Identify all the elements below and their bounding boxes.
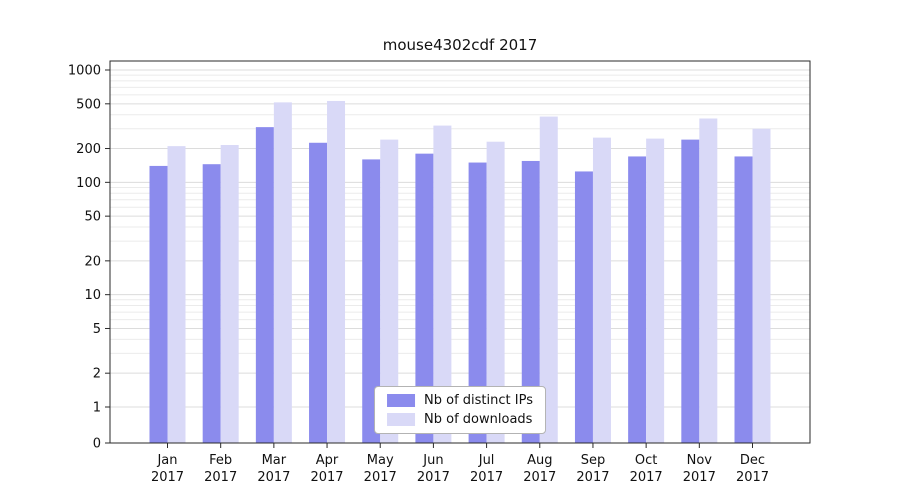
bar-distinct-ips-mar xyxy=(255,127,274,444)
x-tick-label-month: Apr xyxy=(316,453,339,468)
bar-distinct-ips-jul xyxy=(468,162,487,443)
y-tick-label: 20 xyxy=(84,254,101,269)
x-tick-label-year: 2017 xyxy=(151,470,184,485)
x-tick-label-year: 2017 xyxy=(204,470,237,485)
y-tick-label: 5 xyxy=(93,322,101,337)
chart-title: mouse4302cdf 2017 xyxy=(382,36,538,54)
bar-downloads-sep xyxy=(592,137,611,443)
x-tick-label-month: Jun xyxy=(422,453,443,468)
x-tick-label-month: Oct xyxy=(635,453,657,468)
y-tick-label: 100 xyxy=(76,176,101,191)
x-tick-label-month: Dec xyxy=(740,453,765,468)
bar-distinct-ips-oct xyxy=(628,156,647,444)
bar-downloads-may xyxy=(380,139,399,444)
x-tick-label-year: 2017 xyxy=(470,470,503,485)
bar-distinct-ips-dec xyxy=(734,156,753,444)
bar-downloads-mar xyxy=(273,102,292,443)
x-tick-label-month: Aug xyxy=(527,453,552,468)
bar-downloads-nov xyxy=(699,118,718,443)
x-tick-label-month: Mar xyxy=(262,453,287,468)
x-tick-label-year: 2017 xyxy=(257,470,290,485)
x-tick-label-year: 2017 xyxy=(417,470,450,485)
legend-item-downloads: Nb of downloads xyxy=(387,413,533,426)
bar-distinct-ips-apr xyxy=(309,142,328,444)
legend-swatch-distinct-ips xyxy=(387,394,416,407)
bar-downloads-jan xyxy=(167,146,186,443)
x-tick-label-year: 2017 xyxy=(576,470,609,485)
bar-downloads-aug xyxy=(539,116,558,443)
y-tick-label: 500 xyxy=(76,97,101,112)
legend-label-downloads: Nb of downloads xyxy=(424,412,533,427)
x-tick-label-month: May xyxy=(367,453,394,468)
x-tick-label-year: 2017 xyxy=(310,470,343,485)
bar-downloads-jun xyxy=(433,125,452,444)
bar-downloads-dec xyxy=(752,128,771,444)
bar-distinct-ips-jun xyxy=(415,153,434,443)
x-tick-label-year: 2017 xyxy=(683,470,716,485)
x-tick-label-month: Jul xyxy=(478,453,495,468)
y-tick-label: 1 xyxy=(93,401,101,416)
bar-distinct-ips-feb xyxy=(202,164,221,443)
bar-distinct-ips-jan xyxy=(149,165,168,444)
x-tick-label-year: 2017 xyxy=(523,470,556,485)
y-tick-label: 10 xyxy=(84,288,101,303)
y-tick-label: 200 xyxy=(76,142,101,157)
bar-distinct-ips-nov xyxy=(681,139,700,444)
x-tick-label-month: Jan xyxy=(156,453,177,468)
legend: Nb of distinct IPs Nb of downloads xyxy=(374,386,546,434)
y-tick-label: 50 xyxy=(84,210,101,225)
x-tick-label-month: Sep xyxy=(581,453,606,468)
y-tick-label: 0 xyxy=(93,437,101,452)
y-tick-label: 2 xyxy=(93,367,101,382)
plot-border xyxy=(109,60,811,444)
bar-downloads-oct xyxy=(646,138,665,443)
bar-downloads-jul xyxy=(486,141,505,444)
x-tick-label-year: 2017 xyxy=(736,470,769,485)
legend-swatch-downloads xyxy=(387,413,416,426)
bar-distinct-ips-sep xyxy=(574,171,593,443)
bar-downloads-apr xyxy=(327,100,346,443)
bar-downloads-feb xyxy=(220,144,239,443)
x-tick-label-month: Feb xyxy=(209,453,232,468)
y-tick-label: 1000 xyxy=(68,64,101,79)
bar-distinct-ips-may xyxy=(362,159,381,443)
legend-item-distinct-ips: Nb of distinct IPs xyxy=(387,394,533,407)
bar-distinct-ips-aug xyxy=(521,160,540,443)
x-tick-label-year: 2017 xyxy=(364,470,397,485)
legend-label-distinct-ips: Nb of distinct IPs xyxy=(424,393,533,408)
x-tick-label-month: Nov xyxy=(687,453,713,468)
x-tick-label-year: 2017 xyxy=(630,470,663,485)
